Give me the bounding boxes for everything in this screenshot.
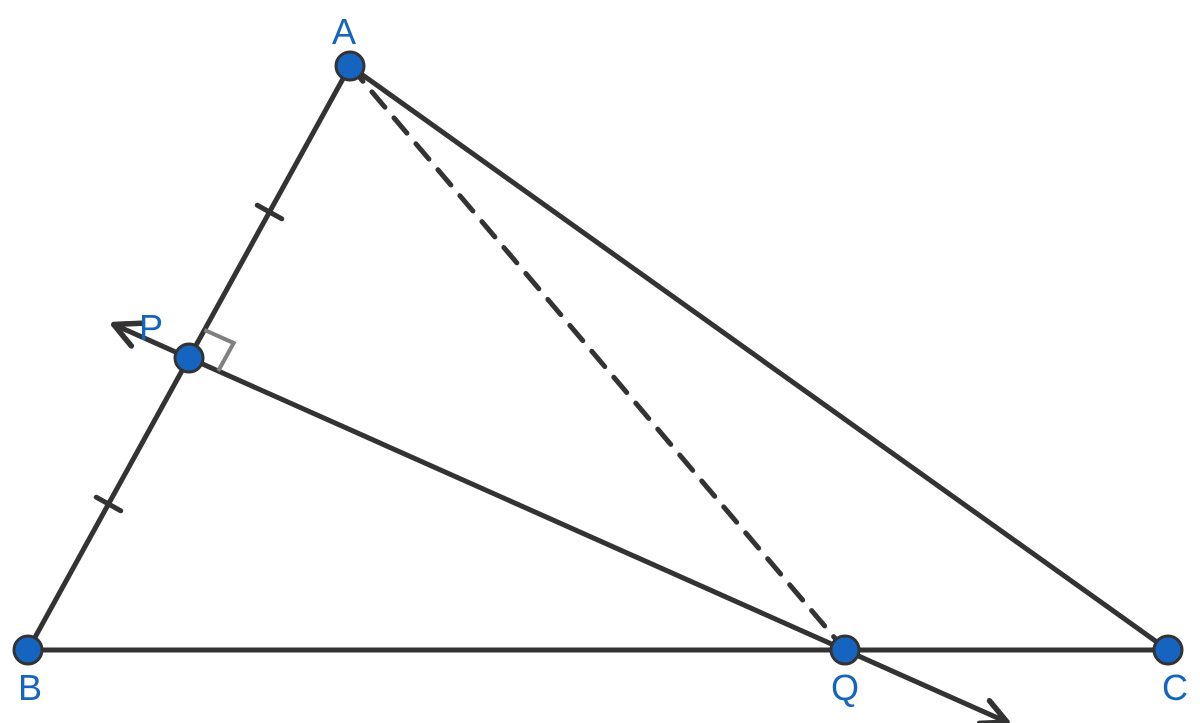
segment-CA	[350, 66, 1168, 650]
geometry-diagram: A B C P Q	[0, 0, 1200, 723]
label-B: B	[18, 667, 42, 708]
point-A	[336, 52, 364, 80]
point-B	[14, 636, 42, 664]
perpendicular-bisector	[116, 325, 1005, 721]
label-Q: Q	[831, 667, 859, 708]
point-P	[175, 344, 203, 372]
point-Q	[831, 636, 859, 664]
label-C: C	[1162, 667, 1188, 708]
label-A: A	[332, 11, 356, 52]
segment-AQ	[350, 66, 845, 650]
point-C	[1154, 636, 1182, 664]
label-P: P	[139, 307, 163, 348]
